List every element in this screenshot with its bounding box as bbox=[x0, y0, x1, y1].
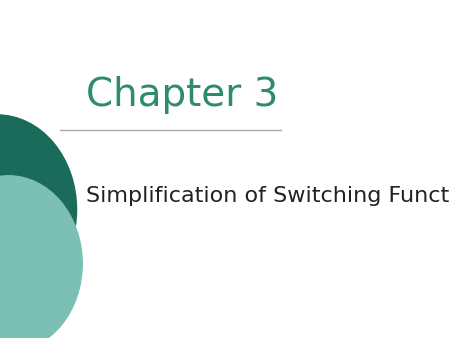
Circle shape bbox=[0, 176, 82, 338]
Circle shape bbox=[0, 115, 76, 304]
Text: Chapter 3: Chapter 3 bbox=[86, 76, 279, 114]
Text: Simplification of Switching Functions: Simplification of Switching Functions bbox=[86, 186, 450, 206]
